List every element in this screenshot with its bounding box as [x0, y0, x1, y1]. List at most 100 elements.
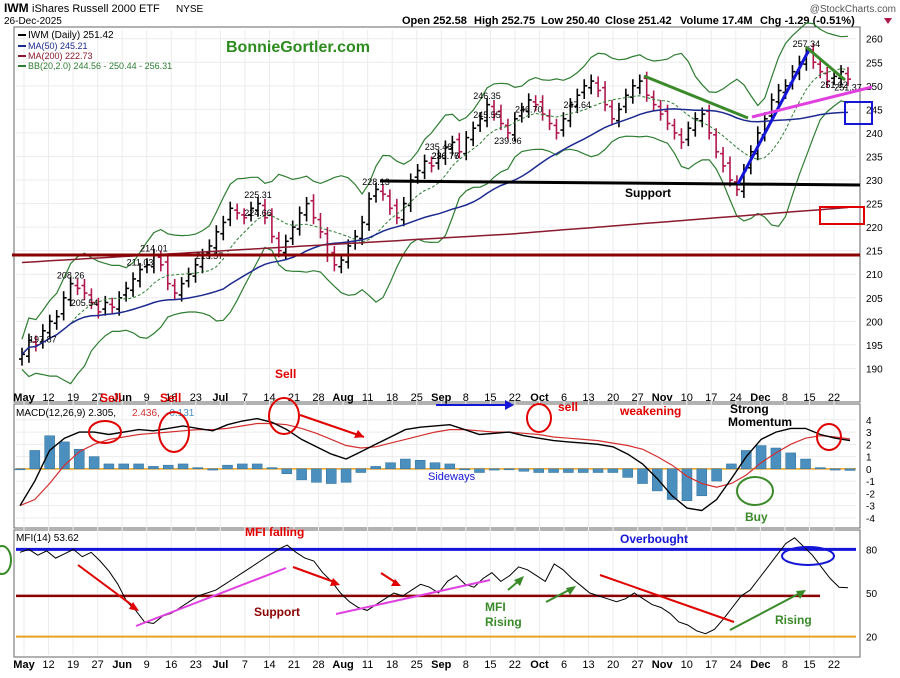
x-tick-label: 27 — [632, 392, 644, 404]
x-tick-label-bottom: 13 — [582, 659, 594, 671]
x-tick-label: 11 — [362, 392, 373, 404]
macd-histogram-bar — [459, 468, 470, 471]
x-tick-label: Dec — [750, 392, 770, 404]
price-label: 257.34 — [793, 39, 821, 49]
macd-histogram-bar — [652, 468, 663, 492]
mfi-falling-arrowhead-1 — [129, 602, 139, 611]
x-tick-label: 8 — [782, 392, 788, 404]
x-tick-label: 24 — [730, 392, 742, 404]
macd-histogram-bar — [414, 460, 426, 470]
macd-y-tick-label: 3 — [866, 428, 872, 439]
macd-y-tick-label: -4 — [866, 514, 875, 525]
buy-annotation: Buy — [745, 510, 768, 524]
sell-annotation-3: sell — [558, 400, 578, 414]
macd-histogram-bar — [162, 464, 174, 470]
x-tick-label: 12 — [42, 392, 54, 404]
macd-histogram-bar — [237, 463, 248, 470]
bollinger-lower-band — [21, 100, 849, 385]
mfi-green-arrowhead-1 — [514, 576, 524, 586]
x-tick-label-bottom: May — [13, 659, 35, 671]
stockcharts-brand: @StockCharts.com — [810, 4, 896, 15]
price-label: 205.54 — [71, 298, 99, 308]
macd-legend: MACD(12,26,9) 2.305, — [16, 408, 116, 419]
macd-y-tick-label: -1 — [866, 477, 875, 488]
macd-y-tick-label: 2 — [866, 440, 872, 451]
macd-histogram-bar — [355, 468, 367, 473]
macd-histogram-bar — [607, 468, 619, 473]
price-y-tick-label: 200 — [866, 317, 883, 328]
x-tick-label: Aug — [332, 392, 353, 404]
x-tick-label: 18 — [386, 392, 398, 404]
price-label: 236.76 — [432, 151, 460, 161]
x-tick-label-bottom: 17 — [705, 659, 717, 671]
macd-histogram-bar — [548, 468, 559, 473]
macd-histogram-bar — [844, 468, 856, 471]
x-tick-label: Nov — [652, 392, 674, 404]
weakening-circle — [816, 423, 842, 451]
mfi-panel-frame — [13, 529, 861, 658]
x-tick-label: 22 — [509, 392, 521, 404]
price-label: 228.13 — [362, 177, 390, 187]
macd-y-tick-label: -3 — [866, 502, 875, 513]
price-label: 251.92 — [820, 80, 848, 90]
ma50-highlight-box — [844, 101, 873, 125]
legend-ma50: MA(50) 245.21 — [28, 41, 88, 51]
macd-histogram-bar — [726, 463, 737, 470]
price-y-tick-label: 205 — [866, 294, 883, 305]
x-tick-label-bottom: 6 — [561, 659, 567, 671]
price-y-tick-label: 240 — [866, 129, 883, 140]
annotation-shapes — [0, 45, 873, 631]
x-tick-label: 23 — [190, 392, 202, 404]
macd-histogram-bar — [829, 468, 841, 471]
macd-histogram-bar — [755, 445, 767, 470]
macd-signal-legend: 2.436, — [132, 408, 160, 419]
price-label: 208.26 — [57, 270, 85, 280]
price-label: 236.77 — [432, 151, 460, 161]
mfi-annotation: MFI — [485, 600, 506, 614]
magenta-support-line — [751, 85, 873, 119]
x-tick-label-bottom: 24 — [730, 659, 742, 671]
macd-down-arrowhead — [354, 430, 364, 438]
mfi-falling-arrowhead-2 — [330, 578, 340, 586]
x-tick-label: 15 — [484, 392, 496, 404]
macd-histogram-bar — [222, 464, 233, 470]
macd-histogram-bar — [577, 468, 589, 473]
x-tick-label: 20 — [607, 392, 619, 404]
price-label: 246.70 — [515, 104, 543, 114]
price-label: 245.55 — [473, 110, 501, 120]
x-tick-label-bottom: Oct — [530, 659, 549, 671]
macd-histogram-bar — [340, 468, 352, 483]
close-value: Close 251.42 — [605, 15, 672, 27]
price-label: 225.31 — [244, 190, 272, 200]
price-y-tick-label: 220 — [866, 223, 883, 234]
legend-bb: BB(20,2.0) 244.56 - 250.44 - 256.31 — [28, 61, 172, 71]
x-tick-label-bottom: Dec — [750, 659, 770, 671]
mfi-y-tick-label: 80 — [866, 545, 878, 556]
x-tick-label-bottom: Aug — [332, 659, 353, 671]
x-tick-label-bottom: 11 — [362, 659, 373, 671]
x-tick-label-bottom: 7 — [242, 659, 248, 671]
green-downtrend-line — [643, 74, 749, 120]
x-tick-label: 10 — [681, 392, 693, 404]
price-legend: IWM (Daily) 251.42 MA(50) 245.21 MA(200)… — [18, 30, 172, 71]
mfi-rising-arrowhead — [796, 590, 806, 599]
macd-histogram-bar — [489, 468, 500, 471]
price-label: 251.37 — [834, 82, 862, 92]
price-y-tick-label: 230 — [866, 176, 883, 187]
macd-histogram-bar — [296, 468, 307, 481]
fund-name: iShares Russell 2000 ETF — [32, 3, 160, 15]
x-tick-label-bottom: Sep — [431, 659, 451, 671]
x-tick-label: 13 — [582, 392, 594, 404]
macd-histogram-bar — [681, 468, 693, 501]
mfi-line — [19, 537, 849, 635]
momentum-annotation: Momentum — [728, 415, 792, 429]
macd-histogram-bar — [770, 447, 782, 470]
down-triangle-icon — [884, 18, 892, 24]
x-tick-label-bottom: 8 — [782, 659, 788, 671]
mfi-legend: MFI(14) 53.62 — [16, 533, 79, 544]
mfi-magenta-line-2 — [335, 579, 491, 615]
macd-histogram-bar — [815, 467, 826, 470]
price-y-tick-label: 225 — [866, 200, 883, 211]
